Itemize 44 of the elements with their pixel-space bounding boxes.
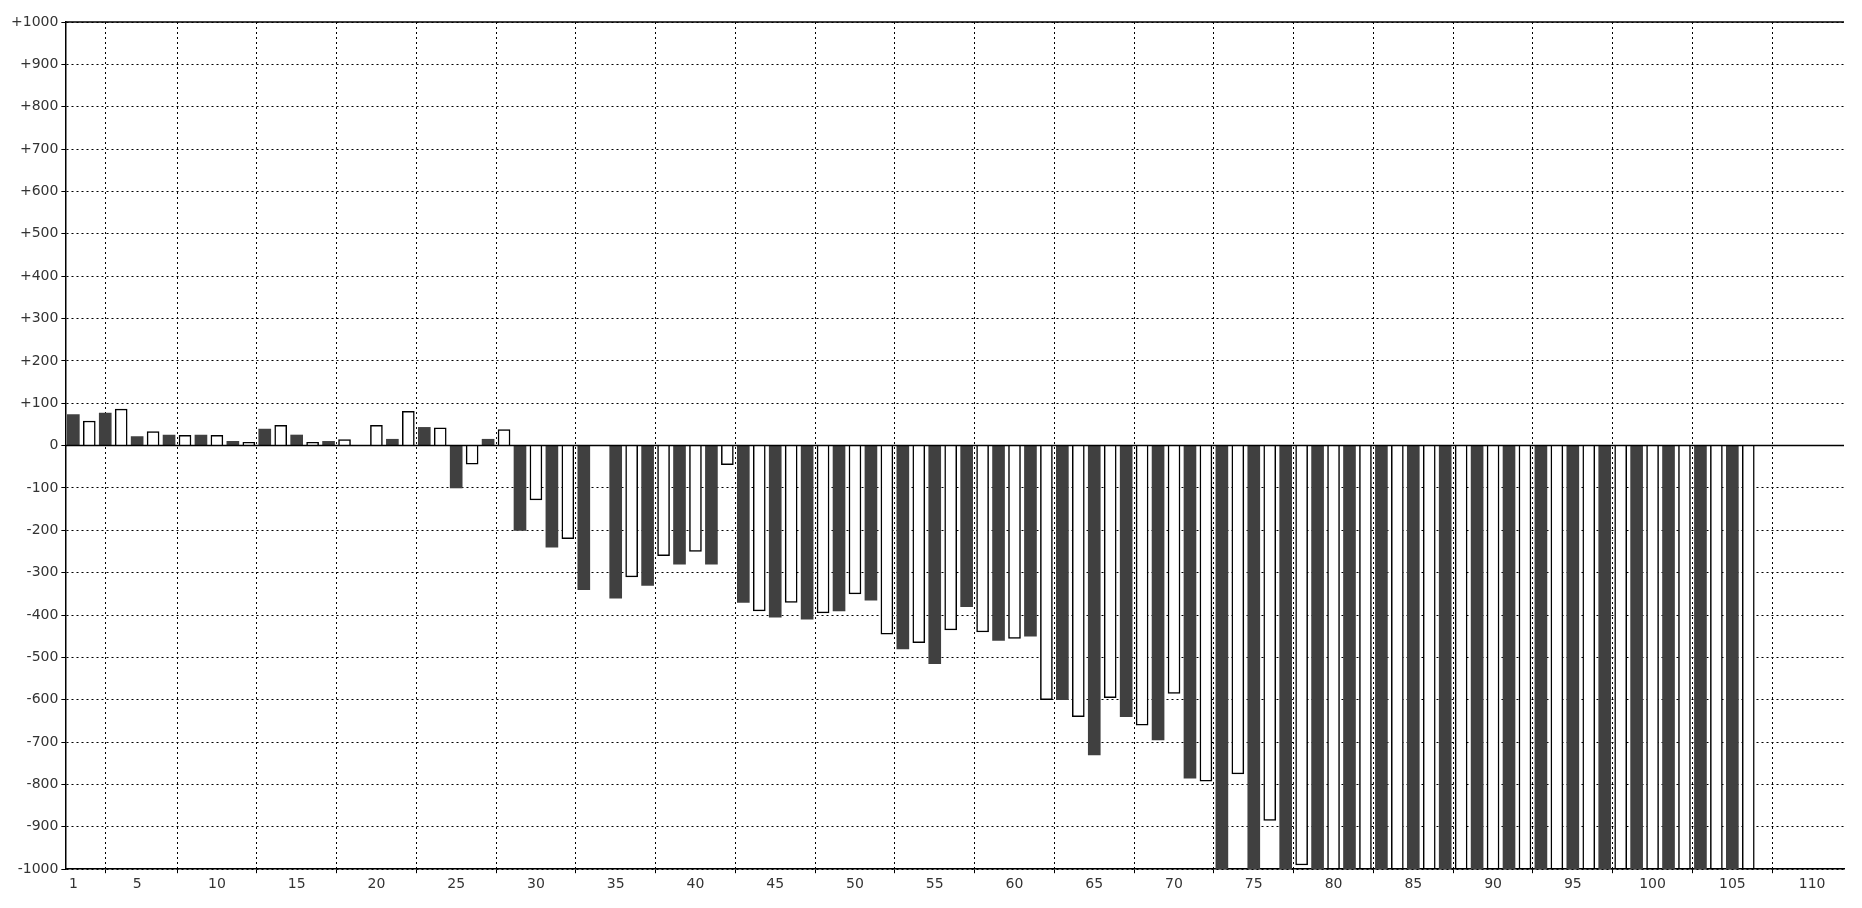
x-tick-label: 90: [1484, 875, 1502, 892]
x-tick-label: 55: [925, 875, 944, 892]
y-tick-label: +600: [19, 182, 59, 199]
x-tick-label: 75: [1244, 875, 1263, 892]
x-tick-label: 85: [1404, 875, 1423, 892]
y-tick-label: -200: [26, 520, 59, 537]
y-tick-label: -600: [26, 690, 59, 707]
y-tick-label: +900: [19, 55, 59, 71]
y-tick-label: 0: [49, 436, 59, 453]
x-tick-label: 60: [1005, 875, 1024, 892]
x-tick-label: 70: [1165, 875, 1183, 892]
y-tick-label: +400: [19, 266, 59, 283]
x-tick-label: 5: [132, 875, 142, 892]
y-tick-label: -900: [26, 817, 59, 834]
x-tick-label: 10: [207, 875, 226, 892]
y-tick-label: +1000: [11, 12, 59, 29]
y-tick-label: -700: [26, 732, 59, 749]
x-tick-label: 30: [527, 875, 545, 892]
x-tick-label: 100: [1639, 875, 1666, 892]
x-tick-label: 35: [606, 875, 625, 892]
y-tick-label: +500: [19, 224, 59, 241]
y-tick-label: -400: [26, 605, 59, 622]
x-tick-label: 95: [1563, 875, 1582, 892]
x-tick-label: 25: [447, 875, 466, 892]
y-tick-label: -300: [26, 563, 59, 580]
y-tick-label: +700: [19, 139, 59, 156]
x-tick-label: 40: [686, 875, 705, 892]
y-tick-label: -100: [26, 478, 59, 495]
x-tick-label: 65: [1085, 875, 1104, 892]
y-tick-label: +300: [19, 309, 59, 326]
x-tick-label: 45: [766, 875, 785, 892]
x-tick-label: 1: [68, 875, 78, 892]
x-tick-label: 20: [367, 875, 386, 892]
y-tick-label: -800: [26, 775, 59, 792]
y-tick-label: +200: [19, 351, 59, 368]
x-tick-label: 80: [1324, 875, 1343, 892]
x-tick-label: 15: [287, 875, 306, 892]
x-tick-label: 105: [1718, 875, 1746, 892]
y-tick-label: -500: [26, 648, 59, 665]
y-tick-label: +800: [19, 97, 59, 114]
x-tick-label: 110: [1798, 875, 1826, 892]
y-tick-label: -1000: [17, 859, 59, 876]
y-tick-label: +100: [19, 393, 59, 410]
x-tick-label: 50: [846, 875, 864, 892]
